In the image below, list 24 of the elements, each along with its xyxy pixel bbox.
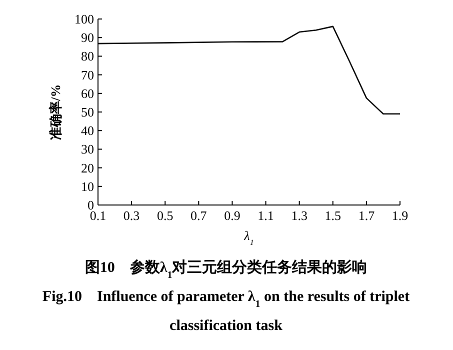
y-axis-title: 准确率/% [48,84,63,140]
y-tick-label: 80 [81,48,94,64]
y-tick-label: 0 [88,198,94,212]
x-tick-label: 0.5 [156,208,174,223]
x-tick-label: 1.3 [291,208,308,223]
x-tick-label: 0.7 [190,208,208,223]
y-tick-label: 10 [81,178,94,194]
text: 图10 参数λ$_{1}$对三元组分类任务结果的影响 [84,259,368,280]
y-tick-label: 90 [81,30,94,46]
x-tick-label: 1.9 [392,208,408,223]
x-tick-label: 1.1 [258,208,274,223]
text: Fig.10 Influence of parameter λ$_{1}$ on the results of triplet classification task [42,289,410,334]
y-tick-label: 50 [81,104,94,120]
y-tick-label: 40 [81,123,94,138]
x-tick-label: 1.7 [358,208,376,223]
y-tick-label: 20 [81,160,94,176]
x-axis-title: λ$_{1}$ [243,228,254,246]
x-tick-label: 0.9 [224,208,240,223]
y-tick-label: 30 [81,142,94,157]
x-tick-label: 0.3 [123,208,140,223]
y-tick-label: 70 [81,67,94,82]
y-tick-label: 100 [74,12,94,26]
y-tick-label: 60 [81,86,94,101]
x-tick-label: 1.5 [324,208,342,223]
